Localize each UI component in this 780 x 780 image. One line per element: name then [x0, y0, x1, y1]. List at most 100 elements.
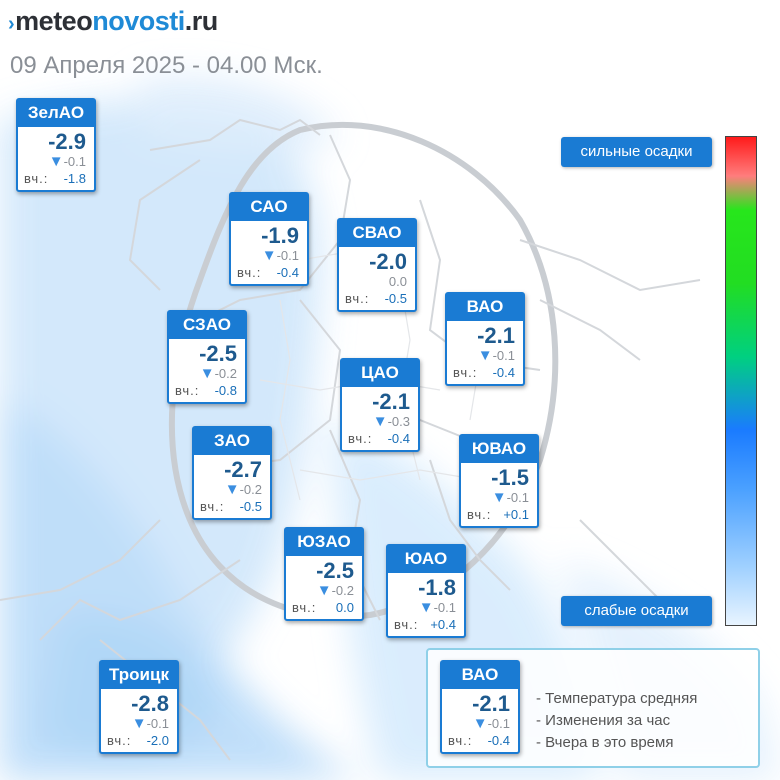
district-name: ЗелАО: [17, 99, 95, 127]
yesterday-row: вч.: -0.8: [169, 382, 245, 399]
trend-down-icon: ▼: [316, 582, 332, 599]
yesterday-label: вч.:: [467, 507, 492, 522]
hourly-change-value: 0.0: [388, 274, 407, 289]
yesterday-row: вч.: -0.4: [231, 264, 307, 281]
yesterday-value: -0.5: [239, 499, 262, 514]
district-name: Троицк: [100, 661, 178, 689]
average-temperature: -2.5: [199, 341, 237, 366]
site-logo[interactable]: ›meteonovosti.ru: [8, 6, 218, 37]
hourly-change-value: -0.2: [214, 366, 237, 381]
district-card-yuvao[interactable]: ЮВАО -1.5 ▼-0.1 вч.: +0.1: [459, 434, 539, 528]
district-name: ЮВАО: [460, 435, 538, 463]
logo-chevron-icon: ›: [8, 13, 15, 35]
hourly-change: ▼-0.2: [169, 366, 245, 382]
precipitation-scale-bar: [725, 136, 757, 626]
hourly-change-value: -0.1: [487, 716, 510, 731]
district-name: ВАО: [446, 293, 524, 321]
trend-down-icon: ▼: [131, 715, 147, 732]
trend-down-icon: ▼: [372, 413, 388, 430]
district-card-sao[interactable]: САО -1.9 ▼-0.1 вч.: -0.4: [229, 192, 309, 286]
yesterday-label: вч.:: [345, 291, 370, 306]
district-card-zelao[interactable]: ЗелАО -2.9 ▼-0.1 вч.: -1.8: [16, 98, 96, 192]
hourly-change: ▼-0.1: [461, 490, 537, 506]
yesterday-value: +0.4: [430, 617, 456, 632]
trend-down-icon: ▼: [477, 347, 493, 364]
yesterday-row: вч.: -0.4: [447, 364, 523, 381]
hourly-change-value: -0.2: [239, 482, 262, 497]
yesterday-value: -2.0: [146, 733, 169, 748]
district-name: ЗАО: [193, 427, 271, 455]
trend-down-icon: ▼: [199, 365, 215, 382]
trend-down-icon: ▼: [261, 247, 277, 264]
average-temperature: -2.1: [477, 323, 515, 348]
yesterday-value: -1.8: [63, 171, 86, 186]
yesterday-row: вч.: +0.4: [388, 616, 464, 633]
average-temperature: -1.5: [491, 465, 529, 490]
trend-down-icon: ▼: [472, 715, 488, 732]
district-card-szao[interactable]: СЗАО -2.5 ▼-0.2 вч.: -0.8: [167, 310, 247, 404]
yesterday-label: вч.:: [394, 617, 419, 632]
district-name: ЦАО: [341, 359, 419, 387]
average-temperature: -2.9: [48, 129, 86, 154]
yesterday-value: -0.4: [492, 365, 515, 380]
yesterday-label: вч.:: [24, 171, 49, 186]
legend-sample-card: ВАО -2.1 ▼-0.1 вч.: -0.4: [440, 660, 520, 754]
logo-text-domain: .ru: [184, 6, 219, 36]
hourly-change: 0.0: [339, 274, 415, 290]
average-temperature: -2.5: [316, 558, 354, 583]
district-card-yuzao[interactable]: ЮЗАО -2.5 ▼-0.2 вч.: 0.0: [284, 527, 364, 621]
yesterday-label: вч.:: [292, 600, 317, 615]
district-card-svao[interactable]: СВАО -2.0 0.0 вч.: -0.5: [337, 218, 417, 312]
legend-item-hourly-change: - Изменения за час: [536, 712, 671, 729]
hourly-change-value: -0.1: [146, 716, 169, 731]
district-card-zao[interactable]: ЗАО -2.7 ▼-0.2 вч.: -0.5: [192, 426, 272, 520]
yesterday-row: вч.: -0.5: [339, 290, 415, 307]
trend-down-icon: ▼: [48, 153, 64, 170]
yesterday-row: вч.: -0.5: [194, 498, 270, 515]
average-temperature: -2.0: [369, 249, 407, 274]
hourly-change-value: -0.1: [433, 600, 456, 615]
legend-item-average-temp: - Температура средняя: [536, 690, 698, 707]
average-temperature: -2.8: [131, 691, 169, 716]
strong-precipitation-label: сильные осадки: [561, 137, 712, 167]
yesterday-value: -0.4: [387, 431, 410, 446]
hourly-change: ▼-0.2: [194, 482, 270, 498]
logo-text-meteo: meteo: [15, 6, 93, 36]
yesterday-label: вч.:: [348, 431, 373, 446]
weak-precipitation-label: слабые осадки: [561, 596, 712, 626]
yesterday-value: -0.4: [487, 733, 510, 748]
trend-down-icon: ▼: [418, 599, 434, 616]
district-card-troitsk[interactable]: Троицк -2.8 ▼-0.1 вч.: -2.0: [99, 660, 179, 754]
yesterday-label: вч.:: [237, 265, 262, 280]
hourly-change-value: -0.1: [276, 248, 299, 263]
district-card-vao[interactable]: ВАО -2.1 ▼-0.1 вч.: -0.4: [445, 292, 525, 386]
district-name: СЗАО: [168, 311, 246, 339]
hourly-change-value: -0.2: [331, 583, 354, 598]
district-card-cao[interactable]: ЦАО -2.1 ▼-0.3 вч.: -0.4: [340, 358, 420, 452]
yesterday-row: вч.: -1.8: [18, 170, 94, 187]
legend-item-yesterday: - Вчера в это время: [536, 734, 674, 751]
district-name: САО: [230, 193, 308, 221]
district-card-yuao[interactable]: ЮАО -1.8 ▼-0.1 вч.: +0.4: [386, 544, 466, 638]
trend-down-icon: ▼: [491, 489, 507, 506]
hourly-change-value: -0.1: [506, 490, 529, 505]
average-temperature: -2.7: [224, 457, 262, 482]
district-name: СВАО: [338, 219, 416, 247]
trend-down-icon: ▼: [224, 481, 240, 498]
yesterday-value: +0.1: [503, 507, 529, 522]
average-temperature: -1.9: [261, 223, 299, 248]
hourly-change: ▼-0.1: [442, 716, 518, 732]
date-time-subtitle: 09 Апреля 2025 - 04.00 Мск.: [10, 52, 323, 79]
district-name: ЮАО: [387, 545, 465, 573]
hourly-change: ▼-0.1: [18, 154, 94, 170]
yesterday-label: вч.:: [107, 733, 132, 748]
yesterday-row: вч.: -0.4: [442, 732, 518, 749]
hourly-change-value: -0.3: [387, 414, 410, 429]
yesterday-value: -0.5: [384, 291, 407, 306]
yesterday-value: -0.8: [214, 383, 237, 398]
hourly-change: ▼-0.1: [101, 716, 177, 732]
average-temperature: -1.8: [418, 575, 456, 600]
yesterday-value: -0.4: [276, 265, 299, 280]
yesterday-label: вч.:: [453, 365, 478, 380]
logo-text-novosti: novosti: [92, 6, 185, 36]
